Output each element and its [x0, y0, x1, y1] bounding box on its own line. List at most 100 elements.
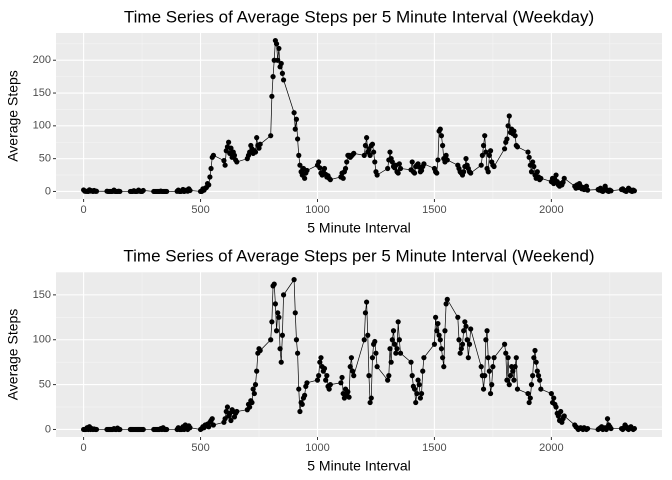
point — [480, 142, 487, 149]
point — [346, 394, 352, 400]
point — [254, 368, 260, 374]
point — [411, 170, 418, 176]
point — [249, 399, 255, 406]
point — [485, 169, 491, 175]
point — [417, 395, 423, 401]
panel-background — [56, 272, 662, 437]
point — [489, 382, 495, 388]
point — [304, 380, 310, 386]
point — [631, 188, 638, 194]
point — [222, 416, 228, 422]
y-tick-label: 150 — [33, 87, 51, 99]
point — [506, 382, 512, 388]
point — [93, 426, 100, 433]
point — [269, 93, 275, 99]
point — [321, 165, 328, 172]
point — [314, 377, 321, 383]
point — [440, 142, 446, 149]
point — [228, 417, 234, 424]
x-tick-label: 2000 — [539, 204, 563, 216]
point — [436, 332, 442, 338]
point — [408, 359, 414, 365]
point — [293, 337, 300, 343]
point — [234, 408, 240, 415]
point — [164, 188, 170, 195]
point — [268, 133, 274, 139]
point — [513, 355, 519, 361]
point — [507, 373, 514, 379]
point — [512, 133, 518, 139]
point — [395, 319, 401, 325]
point — [504, 136, 510, 142]
point — [254, 135, 260, 141]
point — [164, 426, 170, 433]
point — [461, 169, 467, 175]
point — [323, 377, 329, 383]
point — [228, 145, 234, 151]
point — [526, 154, 532, 160]
point — [280, 77, 287, 83]
x-tick-label: 0 — [81, 442, 87, 454]
point — [608, 188, 614, 194]
point — [504, 377, 510, 383]
point — [510, 368, 516, 374]
point — [295, 136, 301, 142]
point — [280, 292, 287, 298]
point — [365, 332, 371, 338]
point — [292, 310, 298, 316]
point — [269, 319, 275, 325]
point — [209, 416, 215, 422]
point — [93, 188, 100, 194]
x-axis-title: 5 Minute Interval — [307, 458, 411, 474]
point — [292, 126, 298, 132]
point — [531, 163, 537, 170]
point — [275, 310, 281, 316]
x-tick-label: 500 — [191, 204, 209, 216]
y-tick-label: 50 — [39, 379, 51, 391]
point — [525, 149, 531, 155]
point — [604, 416, 611, 422]
point — [631, 425, 638, 432]
point — [351, 373, 357, 379]
point — [271, 281, 277, 287]
y-tick-label: 150 — [33, 289, 51, 301]
point — [369, 355, 376, 361]
point — [468, 170, 474, 176]
point — [208, 165, 214, 172]
point — [608, 425, 614, 432]
point — [393, 350, 399, 356]
point — [530, 159, 536, 165]
point — [351, 150, 357, 156]
point — [296, 386, 302, 392]
point — [295, 350, 301, 356]
point — [276, 45, 282, 52]
point — [278, 359, 284, 365]
point — [387, 149, 393, 155]
point — [324, 373, 330, 379]
point — [438, 346, 445, 352]
point — [444, 157, 450, 163]
point — [527, 395, 533, 401]
point — [418, 167, 425, 174]
y-tick-label: 100 — [33, 334, 51, 346]
point — [392, 341, 398, 347]
y-axis-title: Average Steps — [5, 309, 21, 401]
point — [302, 392, 308, 398]
point — [409, 373, 415, 379]
y-tick-label: 0 — [45, 185, 51, 197]
point — [487, 148, 494, 154]
point — [465, 355, 471, 361]
point — [463, 156, 469, 162]
point — [603, 426, 609, 433]
point — [535, 373, 542, 379]
point — [207, 174, 213, 180]
y-tick-label: 0 — [45, 423, 51, 435]
point — [221, 158, 227, 164]
point — [482, 133, 488, 139]
point — [397, 350, 404, 356]
chart-title: Time Series of Average Steps per 5 Minut… — [123, 246, 594, 265]
point — [387, 346, 393, 352]
point — [226, 139, 232, 145]
point — [443, 301, 449, 307]
